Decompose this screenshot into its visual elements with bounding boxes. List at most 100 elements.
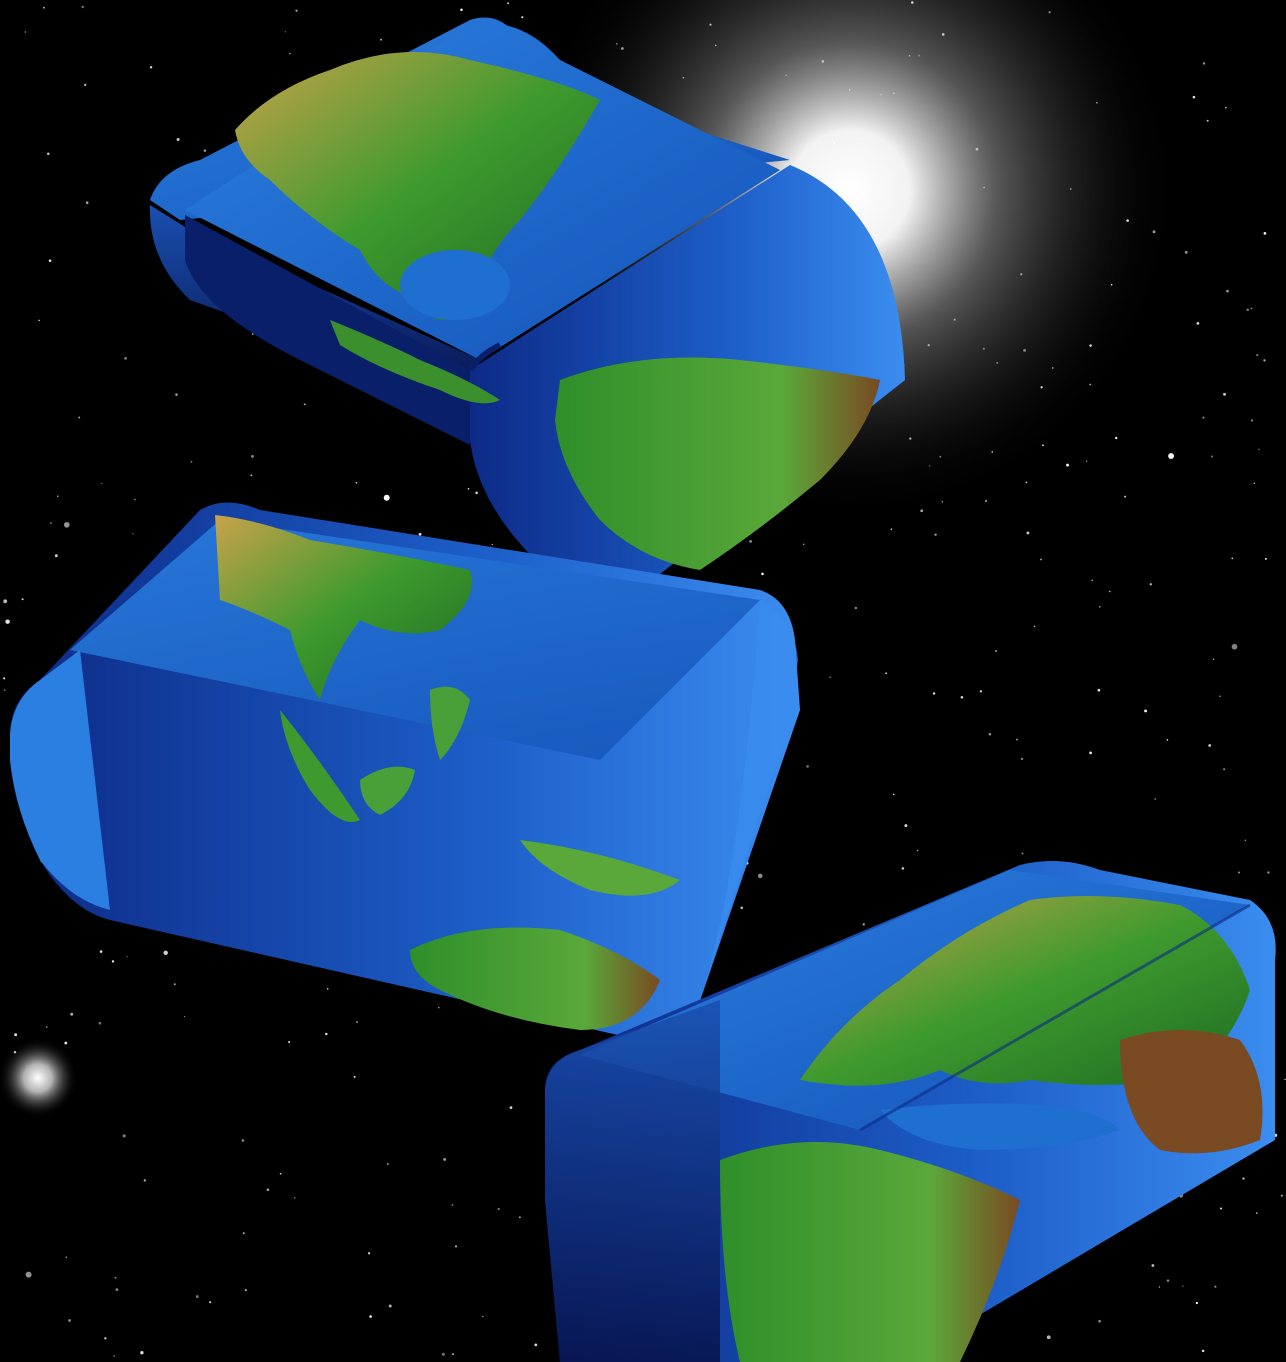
star xyxy=(21,598,24,601)
star xyxy=(1225,106,1227,109)
star xyxy=(380,38,383,41)
star xyxy=(209,1301,212,1304)
star xyxy=(1149,583,1152,586)
star xyxy=(1085,460,1088,462)
star xyxy=(369,1315,372,1318)
star xyxy=(749,540,752,543)
star xyxy=(979,690,983,693)
star xyxy=(1263,359,1266,362)
star xyxy=(1066,463,1069,467)
star xyxy=(757,873,763,879)
star xyxy=(1025,481,1028,484)
star xyxy=(932,692,936,695)
star xyxy=(3,689,6,691)
star xyxy=(163,950,168,955)
star xyxy=(353,1075,356,1078)
star xyxy=(1212,658,1215,660)
star xyxy=(355,1020,359,1024)
star xyxy=(890,528,893,530)
star xyxy=(1195,1301,1199,1305)
star xyxy=(916,849,919,852)
star xyxy=(288,1040,291,1044)
star xyxy=(1208,744,1212,747)
star xyxy=(38,319,40,322)
star xyxy=(84,83,87,87)
star xyxy=(507,2,510,5)
star xyxy=(195,1295,199,1299)
star xyxy=(452,1353,454,1355)
star xyxy=(901,867,905,870)
star xyxy=(1168,453,1175,459)
star xyxy=(326,988,329,990)
star xyxy=(829,676,831,678)
star xyxy=(303,403,306,406)
earth-block-americas xyxy=(149,17,905,600)
star xyxy=(1242,1177,1245,1180)
star xyxy=(1280,1194,1283,1197)
star xyxy=(1099,606,1101,608)
star xyxy=(1202,62,1206,65)
star xyxy=(1250,307,1253,310)
star xyxy=(101,482,103,485)
star xyxy=(1115,436,1118,440)
star xyxy=(48,259,52,262)
star xyxy=(49,522,52,524)
star xyxy=(289,52,291,55)
star xyxy=(441,1352,445,1356)
star xyxy=(190,461,193,463)
star xyxy=(63,521,70,528)
star xyxy=(1192,95,1196,99)
star xyxy=(1144,709,1148,713)
star xyxy=(85,201,89,204)
star xyxy=(175,393,178,396)
earth-block-asia-australia xyxy=(10,502,800,1042)
star xyxy=(5,619,10,624)
star xyxy=(1182,1285,1184,1287)
star xyxy=(143,1179,146,1182)
star xyxy=(806,765,809,768)
star xyxy=(279,1172,282,1175)
star xyxy=(740,906,743,910)
star xyxy=(1046,1335,1051,1340)
star xyxy=(904,824,908,828)
star xyxy=(1258,448,1260,451)
star xyxy=(467,487,470,490)
star xyxy=(1226,289,1229,293)
star xyxy=(81,5,84,9)
star xyxy=(1098,1319,1101,1323)
star xyxy=(355,481,358,484)
star xyxy=(57,495,59,497)
star xyxy=(126,956,128,958)
star xyxy=(482,1315,484,1318)
star xyxy=(24,31,26,33)
star xyxy=(140,1351,144,1355)
star xyxy=(111,960,115,963)
star xyxy=(183,1015,186,1018)
star xyxy=(1206,119,1209,122)
star xyxy=(3,599,8,604)
star xyxy=(497,1207,500,1211)
star xyxy=(203,149,207,152)
star xyxy=(1231,557,1234,560)
star xyxy=(295,9,298,12)
star xyxy=(132,533,134,535)
star xyxy=(1089,751,1093,755)
star xyxy=(241,1139,245,1142)
star xyxy=(383,494,390,501)
star xyxy=(293,1196,296,1199)
star xyxy=(521,16,524,19)
star xyxy=(388,1304,392,1308)
star xyxy=(518,1216,521,1219)
star xyxy=(460,8,463,11)
star xyxy=(854,606,858,610)
star xyxy=(70,1012,74,1016)
star xyxy=(491,543,493,546)
star xyxy=(1201,1349,1205,1353)
star xyxy=(1184,250,1188,254)
star xyxy=(68,1319,71,1322)
star xyxy=(387,1163,389,1165)
star xyxy=(1267,871,1270,874)
star xyxy=(934,533,937,536)
star xyxy=(367,1252,371,1255)
